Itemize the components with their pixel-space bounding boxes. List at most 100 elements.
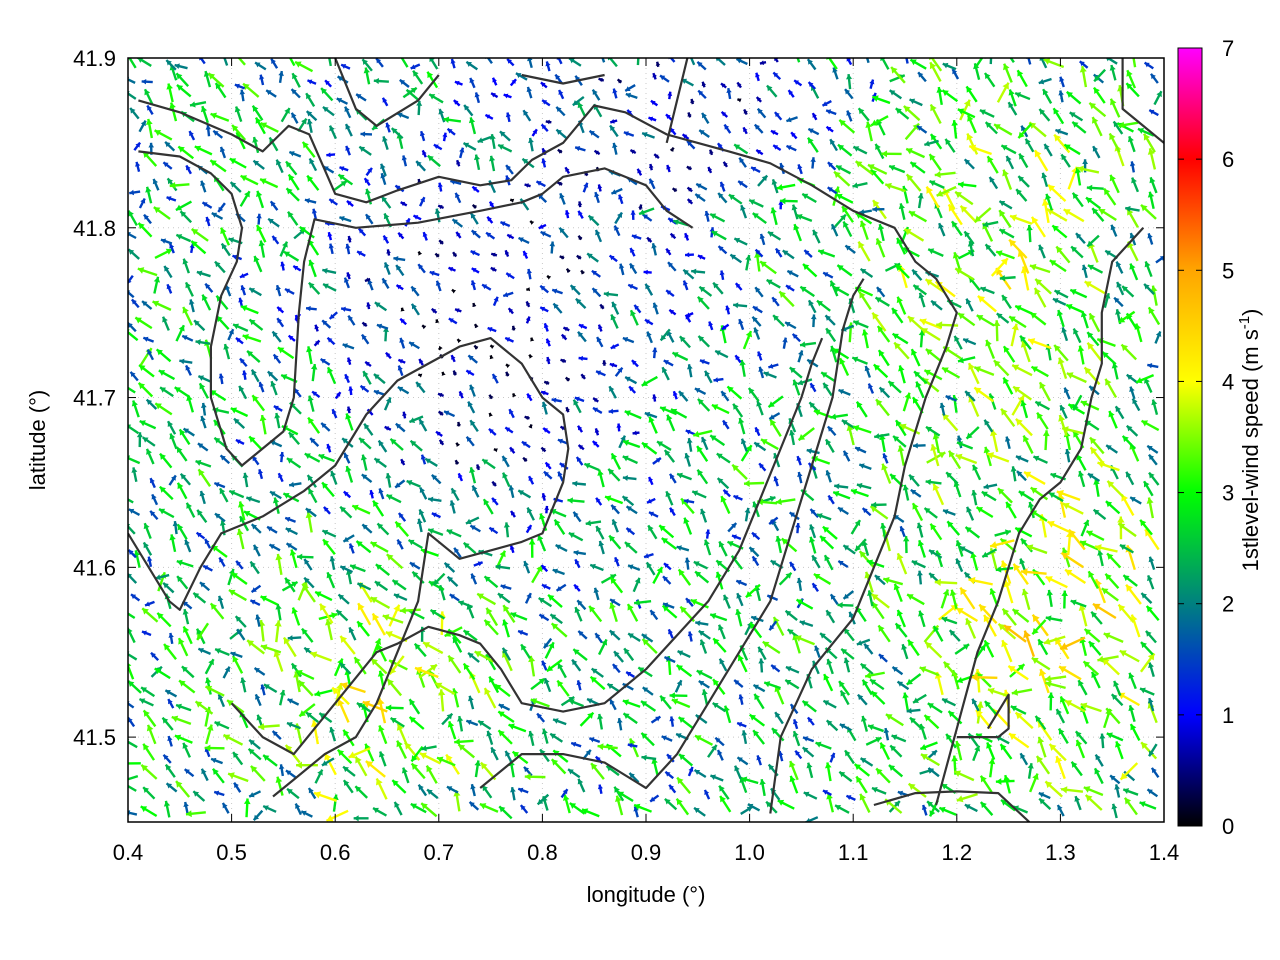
wind-vector-head <box>166 196 172 202</box>
wind-vector-head <box>457 716 464 722</box>
wind-vector-head <box>957 356 964 364</box>
wind-vector-head <box>291 581 298 588</box>
wind-vector-head <box>451 289 456 294</box>
wind-vector-head <box>773 315 779 321</box>
wind-vector-head <box>825 470 831 476</box>
wind-vector-head <box>128 573 133 579</box>
wind-vector-head <box>385 704 392 712</box>
wind-vector-head <box>492 374 498 380</box>
wind-vector-head <box>775 536 782 542</box>
wind-vector-head <box>597 184 603 189</box>
wind-vector-head <box>1077 345 1085 352</box>
wind-vector-head <box>429 94 436 100</box>
wind-vector-head <box>641 732 648 740</box>
wind-vector-head <box>363 371 369 377</box>
wind-vector-head <box>826 126 832 132</box>
wind-vector-head <box>320 358 326 364</box>
wind-vector-head <box>128 662 132 667</box>
wind-vector-head <box>752 316 758 323</box>
wind-vector-head <box>951 221 958 228</box>
wind-vector-head <box>385 631 393 638</box>
wind-vector-head <box>348 751 356 759</box>
wind-vector-head <box>198 375 205 381</box>
wind-vector-head <box>266 90 272 96</box>
wind-vector-head <box>504 250 510 255</box>
wind-vector-head <box>732 464 739 472</box>
wind-vector-head <box>323 506 329 512</box>
wind-vector-head <box>983 483 989 490</box>
wind-vector-head <box>218 373 224 379</box>
wind-vector-head <box>1125 205 1131 212</box>
wind-vector-head <box>824 762 832 769</box>
wind-vector-head <box>217 694 224 700</box>
wind-vector-head <box>184 539 190 546</box>
wind-vector-head <box>1055 756 1063 764</box>
wind-vector-head <box>471 230 477 236</box>
wind-vector-head <box>941 784 948 790</box>
wind-vector-head <box>638 667 645 673</box>
wind-vector-head <box>287 698 293 704</box>
wind-vector-head <box>474 92 480 98</box>
wind-vector-head <box>739 359 746 366</box>
wind-vector-head <box>1093 509 1100 516</box>
wind-vector-head <box>470 280 476 286</box>
wind-vector-head <box>623 439 630 446</box>
wind-vector-head <box>289 549 297 556</box>
wind-vector-head <box>455 308 460 313</box>
wind-vector-head <box>530 337 535 342</box>
wind-vector-head <box>239 89 246 95</box>
wind-vector-head <box>552 568 559 575</box>
wind-vector-head <box>1058 90 1064 96</box>
wind-vector-head <box>296 761 302 769</box>
wind-vector-head <box>737 722 743 727</box>
wind-vector-head <box>803 736 809 742</box>
wind-vector-head <box>907 594 914 601</box>
wind-vector-head <box>678 717 685 724</box>
wind-vector-head <box>773 476 779 482</box>
wind-vector-head <box>438 689 446 696</box>
wind-vector-head <box>288 174 295 181</box>
wind-vector-head <box>771 665 777 670</box>
wind-vector-head <box>458 744 466 751</box>
wind-vector-head <box>543 471 550 477</box>
wind-vector-head <box>1097 655 1104 663</box>
wind-vector-head <box>301 810 307 816</box>
wind-vector-head <box>1109 133 1116 141</box>
wind-vector-head <box>528 731 535 737</box>
wind-vector-head <box>697 254 703 260</box>
wind-vector-head <box>591 763 598 770</box>
wind-vector-head <box>329 199 335 204</box>
wind-vector-head <box>374 458 381 464</box>
wind-vector-head <box>267 526 273 532</box>
wind-vector-head <box>1087 240 1094 247</box>
wind-vector-head <box>167 736 173 742</box>
wind-vector-head <box>382 326 389 332</box>
wind-vector-head <box>695 571 702 578</box>
wind-vector-head <box>697 296 704 303</box>
wind-vector-head <box>876 399 883 406</box>
wind-vector-head <box>1021 588 1029 596</box>
wind-vector-head <box>655 716 661 722</box>
wind-vector-head <box>929 154 936 161</box>
wind-vector-head <box>562 794 570 801</box>
wind-vector-head <box>987 156 994 163</box>
wind-vector-head <box>395 521 402 529</box>
wind-vector-head <box>648 416 655 423</box>
wind-vector-head <box>698 336 705 342</box>
wind-vector-head <box>600 304 605 309</box>
wind-vector-head <box>373 389 380 396</box>
wind-vector-head <box>676 680 683 686</box>
wind-vector-head <box>928 248 935 255</box>
wind-vector-head <box>745 591 753 598</box>
wind-vector-head <box>301 628 308 635</box>
wind-vector-head <box>1147 363 1153 369</box>
wind-vector-head <box>329 727 336 733</box>
wind-vector-head <box>556 586 562 591</box>
wind-vector-head <box>410 440 417 447</box>
wind-vector-head <box>828 495 834 501</box>
wind-vector-head <box>723 489 729 495</box>
wind-vector-head <box>982 221 989 228</box>
wind-vector-head <box>826 659 833 665</box>
wind-vector-head <box>1077 470 1085 477</box>
wind-vector-head <box>240 358 245 364</box>
